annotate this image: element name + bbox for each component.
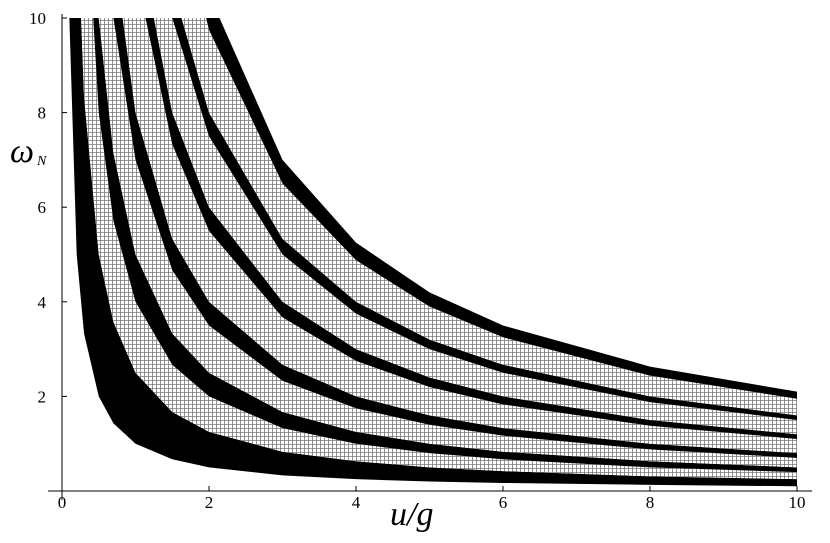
hatched-band [122,18,797,454]
x-tick-label: 2 [205,493,214,512]
y-tick-label: 10 [29,9,46,28]
bands [69,18,797,487]
x-tick-label: 8 [646,493,655,512]
black-band [69,18,797,487]
y-tick-label: 8 [38,104,47,123]
y-tick-label: 6 [38,198,47,217]
y-axis-label-sub: N [36,154,47,169]
x-tick-label: 0 [58,493,67,512]
x-tick-label: 6 [499,493,508,512]
hatched-band [181,18,797,416]
x-tick-label: 4 [352,493,361,512]
y-tick-label: 2 [38,387,47,406]
black-band [206,18,797,399]
x-tick-label: 10 [789,493,806,512]
y-axis-label: ω [10,133,34,170]
y-tick-label: 4 [38,293,47,312]
x-axis-label: u/g [390,496,433,533]
